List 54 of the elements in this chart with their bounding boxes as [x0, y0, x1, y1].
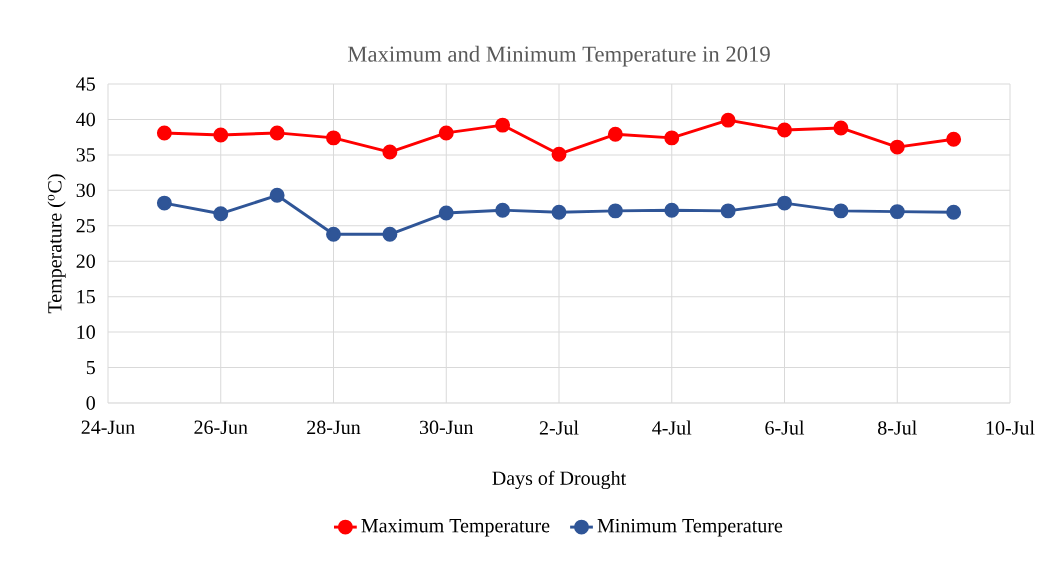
- point: [495, 117, 511, 133]
- y-axis-title: Temperature ($^{o}$C): [47, 174, 66, 314]
- point: [607, 126, 623, 142]
- point: [720, 203, 736, 219]
- point: [777, 122, 792, 138]
- point: [664, 202, 680, 218]
- legend-label: Minimum Temperature: [597, 518, 783, 537]
- point: [438, 205, 454, 221]
- point: [213, 206, 229, 222]
- point: [889, 139, 905, 155]
- point: [607, 203, 623, 219]
- point: [326, 130, 341, 146]
- chart-title: Maximum and Minimum Temperature in 2019: [347, 45, 770, 67]
- point: [664, 130, 680, 146]
- x-tick-label: 6-Jul: [765, 420, 805, 435]
- x-tick-label: 24-Jun: [81, 420, 135, 435]
- x-tick-label: 30-Jun: [419, 420, 474, 435]
- y-tick-label: 15: [77, 289, 95, 304]
- legend-label: Maximum Temperature: [361, 518, 550, 537]
- point: [946, 204, 962, 220]
- x-tick-label: 28-Jun: [307, 420, 361, 435]
- point: [551, 204, 567, 220]
- point: [833, 120, 849, 136]
- x-tick-label: 4-Jul: [652, 420, 692, 435]
- x-tick-label: 10-Jul: [986, 420, 1035, 435]
- point: [269, 125, 285, 141]
- y-tick-label: 25: [76, 219, 95, 233]
- point: [438, 125, 454, 141]
- y-tick-label: 40: [76, 112, 95, 127]
- x-tick-label: 8-Jul: [878, 420, 917, 435]
- x-tick-label: 2-Jul: [539, 420, 579, 435]
- y-tick-label: 35: [76, 148, 95, 162]
- y-tick-label: 0: [86, 396, 95, 410]
- point: [833, 203, 849, 219]
- point: [156, 125, 172, 141]
- y-tick-label: 10: [77, 325, 95, 339]
- point: [889, 204, 905, 220]
- point: [269, 187, 285, 203]
- x-axis-title: Days of Drought: [492, 470, 627, 490]
- y-tick-label: 20: [76, 254, 95, 268]
- point: [156, 195, 172, 211]
- y-tick-label: 45: [76, 77, 95, 91]
- point: [551, 146, 567, 162]
- point: [382, 226, 398, 242]
- point: [720, 112, 736, 128]
- point: [382, 144, 398, 160]
- y-tick-label: 5: [86, 360, 95, 375]
- y-tick-label: 30: [76, 183, 95, 198]
- point: [326, 226, 341, 242]
- x-tick-label: 26-Jun: [194, 420, 248, 435]
- point: [946, 131, 962, 147]
- point: [213, 127, 229, 143]
- point: [495, 202, 511, 218]
- point: [777, 195, 792, 211]
